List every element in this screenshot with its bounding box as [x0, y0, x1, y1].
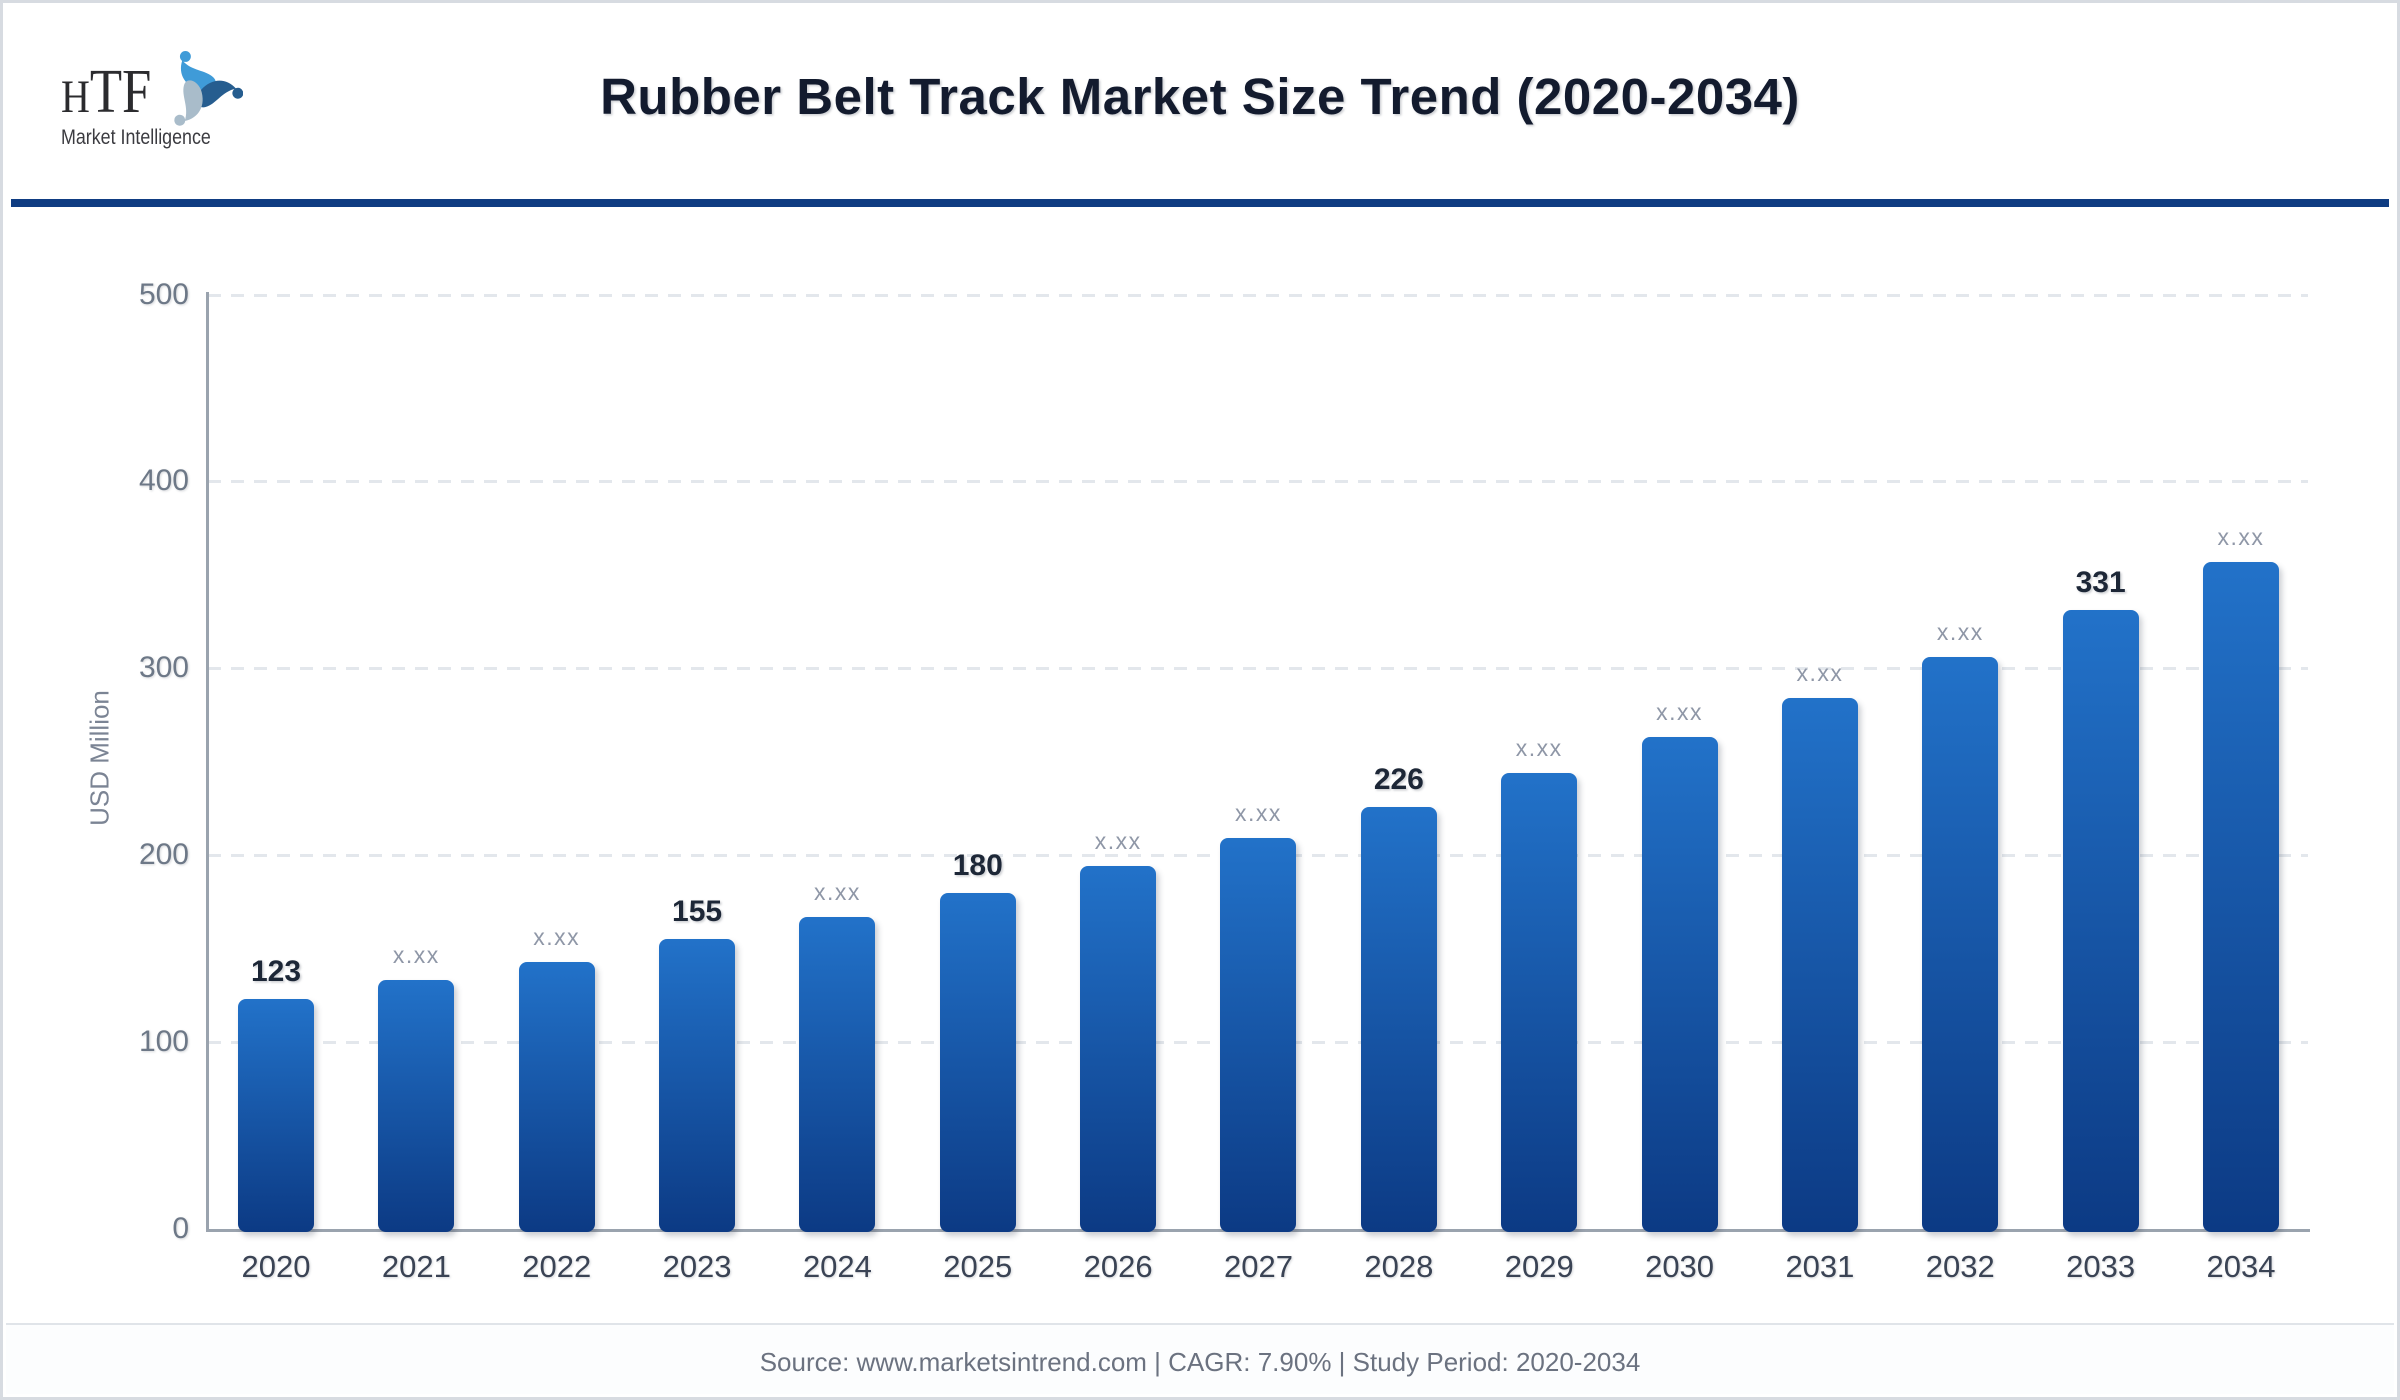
x-tick-label: 2023: [662, 1249, 732, 1284]
bar: [1080, 866, 1157, 1232]
htf-logo: HTF Market Intelligence: [61, 51, 244, 150]
bar-value-label: 331: [2075, 566, 2126, 600]
y-gridline: [208, 480, 2308, 484]
bar: [1220, 838, 1297, 1232]
bar: [659, 939, 736, 1232]
y-tick-label: 0: [172, 1212, 189, 1245]
bar: [2062, 610, 2139, 1232]
x-tick-label: 2030: [1645, 1249, 1715, 1284]
x-tick-label: 2032: [1925, 1249, 1995, 1284]
header-divider: [11, 199, 2389, 207]
bar-value-label: x.xx: [1515, 734, 1563, 761]
x-tick-label: 2025: [943, 1249, 1013, 1284]
bar-value-label: x.xx: [813, 878, 861, 905]
y-gridline: [208, 667, 2308, 671]
x-tick-label: 2027: [1224, 1249, 1293, 1284]
bar: [799, 916, 876, 1232]
bar-value-label: x.xx: [1796, 660, 1844, 687]
bar: [238, 999, 314, 1232]
bar-value-label: x.xx: [533, 923, 581, 950]
chart-title: Rubber Belt Track Market Size Trend (202…: [600, 68, 1800, 125]
footer-divider: [6, 1323, 2394, 1325]
x-tick-label: 2031: [1785, 1249, 1855, 1284]
bar-value-label: x.xx: [1235, 800, 1282, 827]
y-gridline: [208, 293, 2308, 297]
bar-value-label: x.xx: [1094, 828, 1142, 855]
bar-value-label: x.xx: [2217, 523, 2265, 550]
bar-value-label: 226: [1373, 762, 1424, 796]
bar: [1501, 772, 1578, 1232]
bar: [1922, 657, 1999, 1232]
bar: [939, 892, 1016, 1232]
bar: [1781, 698, 1858, 1232]
y-tick-label: 500: [138, 277, 189, 311]
x-tick-label: 2029: [1504, 1249, 1574, 1284]
bar-value-label: x.xx: [1656, 699, 1703, 726]
footer-strip: [6, 1325, 2394, 1394]
x-tick-label: 2026: [1083, 1249, 1153, 1284]
y-tick-label: 200: [138, 838, 189, 872]
three-figures-swirl-icon: [174, 51, 244, 126]
x-tick-label: 2020: [241, 1249, 311, 1284]
bar: [1641, 737, 1718, 1232]
bar: [1360, 806, 1437, 1232]
bar-value-label: x.xx: [1936, 619, 1984, 646]
y-tick-label: 400: [138, 464, 189, 498]
logo-acronym: HTF: [61, 61, 151, 123]
x-tick-label: 2034: [2206, 1249, 2276, 1284]
plot-area: 0 100 200 300 400 500 123 2020 x.xx 2021 x.xx 2022 1…: [3, 3, 2397, 1397]
logo-letter-h: H: [61, 71, 90, 123]
y-tick-label: 300: [138, 651, 189, 685]
logo-letters-tf: TF: [89, 58, 152, 126]
y-axis-line: [206, 292, 209, 1232]
bar-value-label: 123: [250, 955, 302, 989]
bar-value-label: 180: [952, 848, 1003, 882]
bar: [378, 980, 455, 1232]
x-tick-label: 2033: [2066, 1249, 2136, 1284]
bar-value-label: 155: [672, 895, 723, 929]
bar: [518, 961, 595, 1232]
x-tick-label: 2022: [522, 1249, 592, 1284]
x-tick-label: 2021: [381, 1249, 451, 1284]
x-tick-label: 2028: [1364, 1249, 1434, 1284]
y-tick-label: 100: [138, 1025, 189, 1059]
source-note: Source: www.marketsintrend.com | CAGR: 7…: [759, 1347, 1641, 1377]
logo-subtitle: Market Intelligence: [61, 126, 211, 149]
x-tick-label: 2024: [802, 1249, 872, 1284]
bar-value-label: x.xx: [392, 942, 440, 969]
bar: [2202, 561, 2279, 1232]
